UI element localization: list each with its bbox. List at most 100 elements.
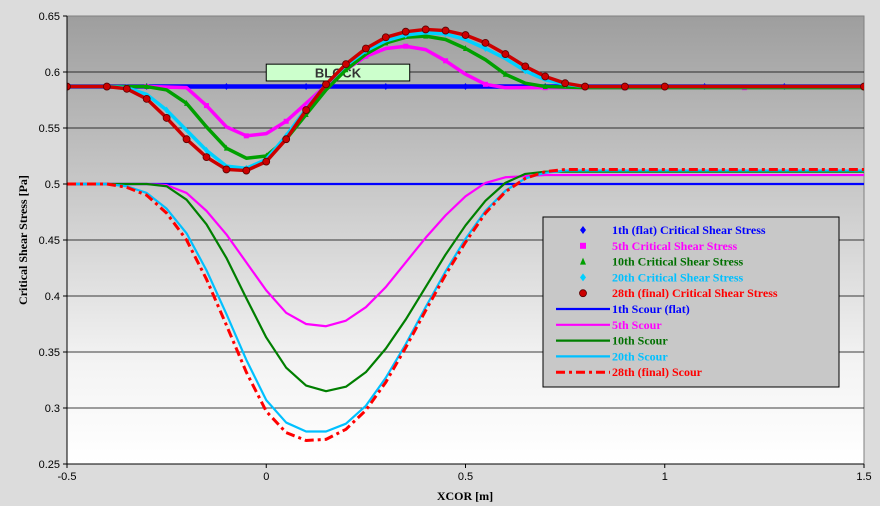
data-point: [363, 53, 369, 59]
series-5: [67, 25, 864, 175]
data-point: [502, 70, 508, 77]
data-point: [621, 82, 629, 91]
data-point: [501, 50, 510, 58]
x-tick-label: 1.5: [856, 471, 871, 483]
data-point: [243, 133, 249, 139]
legend-label: 1th (flat) Critical Shear Stress: [612, 223, 766, 237]
legend-label: 28th (final) Critical Shear Stress: [612, 286, 778, 300]
data-point: [322, 80, 330, 89]
data-point: [343, 66, 349, 73]
series-line: [67, 170, 864, 393]
y-tick-label: 0.55: [39, 123, 60, 135]
data-point: [443, 58, 449, 64]
legend-label: 28th (final) Scour: [612, 365, 703, 379]
legend-label: 10th Critical Shear Stress: [612, 255, 744, 269]
legend-marker: [580, 242, 586, 249]
data-point: [581, 82, 589, 91]
y-tick-label: 0.65: [39, 11, 60, 23]
series-7: [67, 173, 864, 328]
data-point: [102, 82, 111, 91]
data-point: [482, 81, 488, 87]
data-point: [202, 153, 211, 162]
data-point: [302, 106, 311, 114]
data-point: [262, 157, 271, 166]
legend-symbol: [580, 273, 586, 282]
data-point: [223, 83, 229, 91]
x-tick-label: 0.5: [458, 471, 473, 483]
data-point: [242, 166, 251, 175]
legend-marker: [580, 273, 586, 282]
data-point: [361, 44, 370, 53]
legend-symbol: [580, 226, 586, 234]
y-tick-label: 0.25: [39, 459, 60, 471]
data-point: [381, 33, 390, 42]
data-point: [182, 135, 191, 144]
data-point: [164, 106, 170, 114]
data-point: [184, 99, 190, 106]
legend-label: 5th Scour: [612, 318, 662, 332]
legend-marker: [580, 226, 586, 234]
x-axis-title: XCOR [m]: [437, 489, 493, 503]
legend-label: 5th Critical Shear Stress: [612, 239, 738, 253]
data-point: [303, 111, 309, 118]
data-point: [401, 27, 410, 36]
x-tick-label: 0: [263, 471, 269, 483]
y-tick-label: 0.45: [39, 235, 60, 247]
legend-label: 20th Scour: [612, 349, 668, 363]
data-point: [561, 79, 570, 88]
data-point: [441, 26, 450, 35]
data-point: [541, 72, 550, 81]
y-axis-title: Critical Shear Stress [Pa]: [16, 175, 30, 305]
data-point: [423, 32, 429, 39]
data-point: [303, 83, 309, 91]
data-point: [203, 146, 209, 154]
data-point: [403, 43, 409, 49]
data-point: [142, 94, 151, 103]
legend-box: [542, 216, 840, 388]
data-point: [860, 82, 864, 91]
data-point: [461, 31, 470, 39]
series-8: [67, 170, 864, 393]
legend-label: 20th Critical Shear Stress: [612, 270, 744, 284]
data-point: [660, 82, 669, 91]
data-point: [122, 84, 131, 93]
y-tick-label: 0.35: [39, 347, 60, 359]
legend-symbol: [580, 242, 586, 249]
data-point: [162, 114, 171, 122]
x-tick-label: 1: [662, 471, 668, 483]
legend-marker: [579, 289, 587, 298]
y-tick-label: 0.4: [45, 291, 60, 303]
legend-symbol: [580, 257, 586, 265]
y-tick-label: 0.5: [45, 179, 60, 191]
data-point: [144, 83, 150, 90]
data-point: [521, 62, 530, 71]
data-point: [203, 103, 209, 109]
data-point: [342, 60, 350, 69]
data-point: [542, 83, 548, 90]
data-point: [383, 83, 389, 91]
data-point: [283, 118, 289, 124]
data-point: [282, 135, 291, 144]
data-point: [481, 38, 490, 47]
series-line: [67, 173, 864, 328]
legend-symbol: [579, 289, 587, 298]
data-point: [421, 25, 430, 34]
y-tick-label: 0.6: [45, 67, 60, 79]
data-point: [223, 144, 229, 151]
axes: 0.25 0.3 0.35 0.4 0.45 0.5 0.55 0.6 0.65 -0.5 0 0.5…: [39, 11, 872, 483]
data-point: [463, 44, 468, 51]
legend-label: 1th Scour (flat): [612, 302, 690, 316]
legend: 1th (flat) Critical Shear Stress 5th Crit…: [542, 216, 840, 388]
series-layer: [67, 25, 864, 442]
series-10: [67, 167, 864, 442]
legend-marker: [580, 257, 586, 265]
x-tick-label: -0.5: [58, 471, 77, 483]
series-line: [67, 167, 864, 442]
legend-label: 10th Scour: [612, 334, 668, 348]
data-point: [67, 82, 71, 91]
data-point: [222, 165, 231, 174]
data-point: [463, 83, 468, 91]
data-point: [482, 44, 488, 52]
